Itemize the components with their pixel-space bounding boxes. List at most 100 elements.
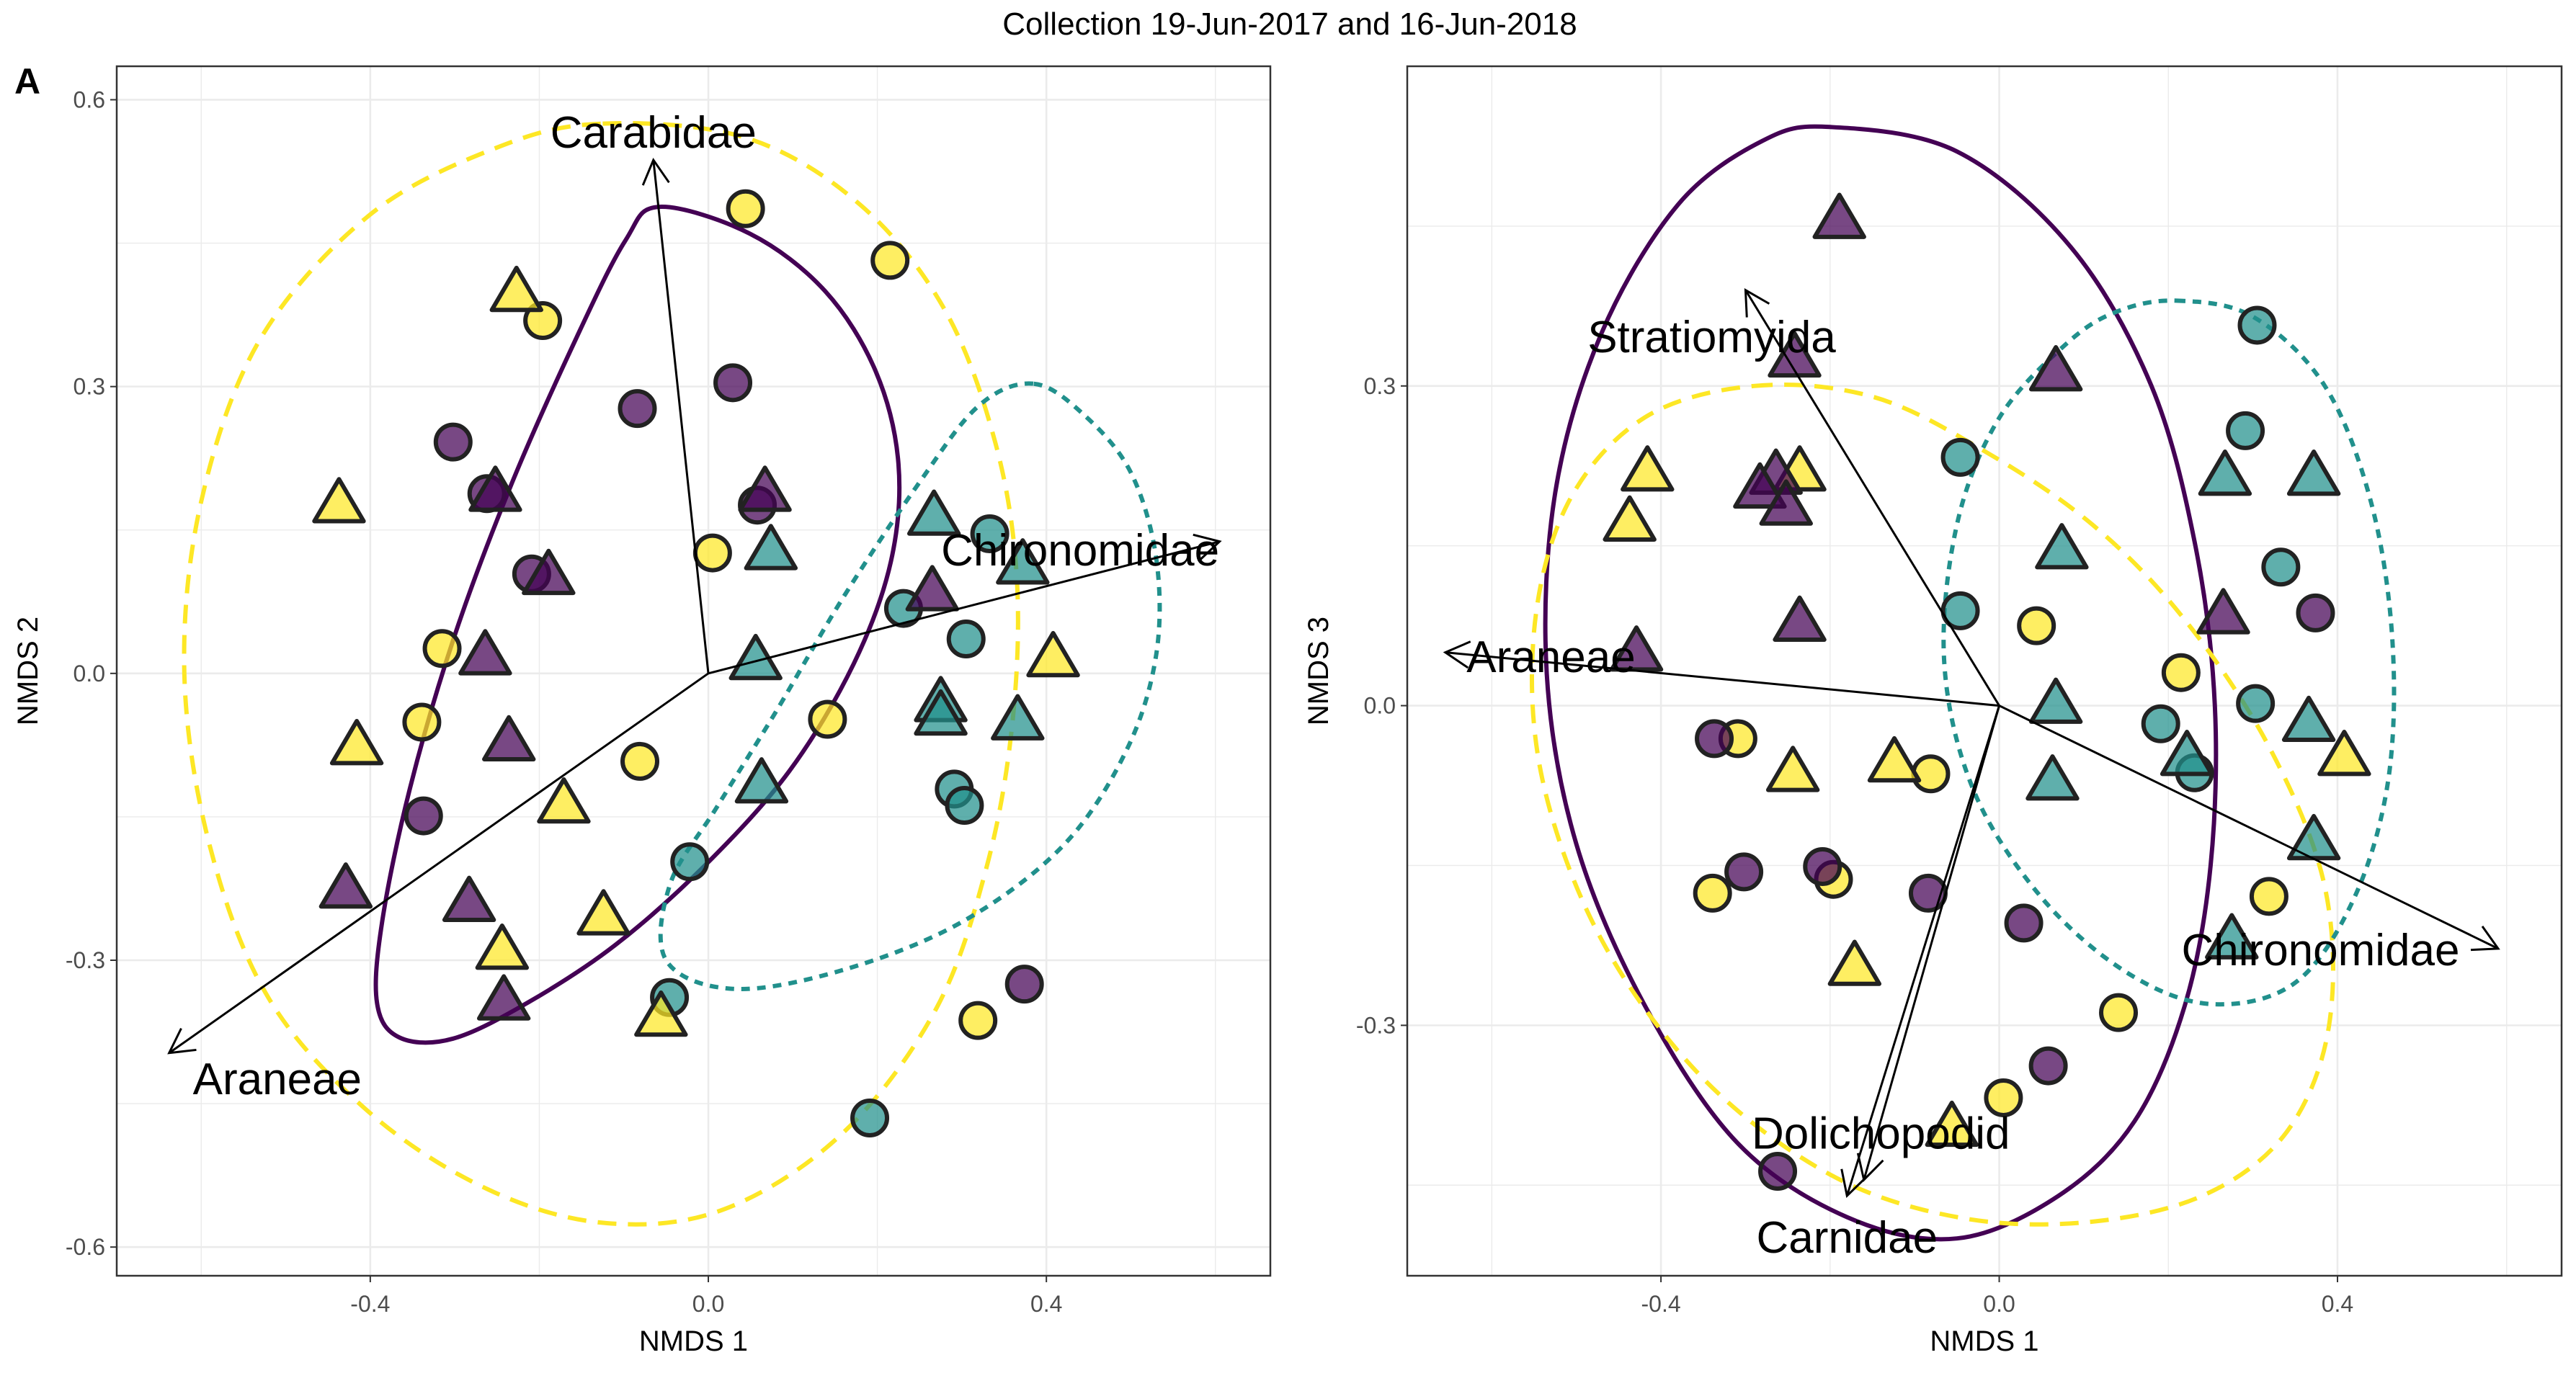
teal-triangle-point [914,689,968,736]
yellow-circle-point [870,241,910,280]
yellow-triangle-point [329,719,384,766]
yellow-circle-point [620,741,660,781]
yellow-triangle-point [576,889,630,936]
y-tick-label: 0.3 [1364,373,1396,399]
vector-arrow-line [1445,651,2000,707]
yellow-circle-point [402,702,442,742]
purple-triangle-point [905,565,960,612]
left-plot-panel: -0.4 0.0 0.4 -0.6 -0.3 0.0 0.3 0.6 NMDS 1 NMDS 2 C… [12,65,1272,1357]
figure-title: Collection 19-Jun-2017 and 16-Jun-2018 [1002,6,1577,42]
plot-area: Stratiomyida Araneae Chironomidae Dolichopo… [1443,124,2500,1263]
x-tick-label: -0.4 [350,1291,390,1317]
vector-arrow-head [1744,287,1770,318]
gridlines [117,66,1270,1276]
teal-circle-point [1940,591,1980,630]
vector-arrow-head [2470,926,2500,952]
yellow-triangle-point [1621,445,1675,492]
y-tick-label: -0.3 [66,947,105,973]
yellow-triangle-point [1603,495,1657,542]
yellow-circle-point [692,533,732,573]
yellow-triangle-point [2317,730,2371,777]
yellow-triangle-point [489,265,543,313]
teal-circle-point [2236,684,2276,723]
yellow-circle-point [2161,653,2201,692]
yellow-triangle-point [634,990,688,1037]
vector-arrow-line [708,540,1221,675]
teal-circle-point [946,620,986,659]
teal-triangle-point [2286,450,2341,496]
purple-solid-ellipse [1543,124,2219,1242]
purple-triangle-point [442,875,496,923]
panel-label: A [14,61,40,102]
purple-circle-point [618,389,657,429]
yellow-triangle-point [475,923,530,970]
teal-circle-point [670,842,710,882]
vector-label: Araneae [193,1055,362,1104]
teal-triangle-point [2035,523,2089,570]
y-tick-label: 0.6 [73,86,105,112]
x-tick-label: 0.0 [1983,1291,2015,1317]
purple-triangle-point [482,715,536,762]
x-tick-label: 0.0 [692,1291,724,1317]
vector-arrow-head [641,157,670,186]
vector-label: Dolichopodid [1752,1109,2010,1158]
purple-triangle-point [318,862,373,909]
purple-circle-point [713,363,753,403]
y-tick-label: 0.0 [1364,693,1396,719]
vector-label: Stratiomyida [1587,313,1836,362]
panel-border [1406,65,2563,1277]
teal-circle-point [970,514,1010,554]
panel-border [115,65,1272,1277]
teal-triangle-point [906,489,961,536]
teal-triangle-point [2025,754,2080,801]
teal-triangle-point [744,524,798,571]
vector-arrow-line [1998,705,2499,950]
vector-arrow-head [1443,640,1471,669]
x-axis-label: NMDS 1 [1930,1325,2038,1357]
teal-triangle-point [991,694,1045,741]
purple-triangle-point [1768,331,1822,378]
purple-solid-ellipse [373,205,902,1045]
purple-circle-point [2028,1046,2068,1086]
yellow-circle-point [422,629,462,668]
purple-circle-point [433,422,473,462]
x-tick-label: -0.4 [1641,1291,1681,1317]
y-tick-label: -0.3 [1356,1012,1396,1038]
vector-label: Carnidae [1756,1213,1938,1263]
purple-triangle-point [468,465,522,512]
vector-arrow-head [167,1027,197,1055]
yellow-dashed-ellipse [182,121,1020,1227]
teal-circle-point [850,1099,890,1137]
purple-triangle-point [1609,625,1664,672]
yellow-circle-point [2099,993,2139,1032]
purple-circle-point [1758,1152,1798,1191]
teal-triangle-point [734,757,789,804]
vector-arrow-line [168,672,709,1054]
teal-triangle-point [2281,695,2336,743]
teal-triangle-point [2205,913,2259,960]
x-tick-label: 0.4 [1030,1291,1062,1317]
yellow-triangle-point [537,777,591,824]
purple-triangle-point [458,629,512,676]
vector-label: Carabidae [551,108,757,158]
purple-triangle-point [1773,595,1827,642]
vector-arrow-line [1863,705,2000,1181]
yellow-triangle-point [1026,630,1080,678]
purple-triangle-point [2196,588,2250,635]
teal-circle-point [2226,411,2265,450]
y-axis-label: NMDS 2 [12,617,44,725]
teal-dotted-ellipse [658,381,1162,992]
teal-triangle-point [2198,450,2252,496]
yellow-triangle-point [1867,735,1922,783]
purple-circle-point [404,796,443,836]
axes: -0.4 0.0 0.4 -0.3 0.0 0.3 NMDS 1 NMDS 3 [1303,373,2353,1357]
yellow-triangle-point [1827,939,1882,986]
vector-arrow-head [1840,1168,1868,1199]
vector-label: Chironomidae [2182,926,2460,975]
yellow-circle-point [958,1001,998,1040]
teal-circle-point [945,785,984,825]
x-tick-label: 0.4 [2322,1291,2353,1317]
purple-triangle-point [522,548,576,596]
y-tick-label: 0.3 [73,374,105,400]
